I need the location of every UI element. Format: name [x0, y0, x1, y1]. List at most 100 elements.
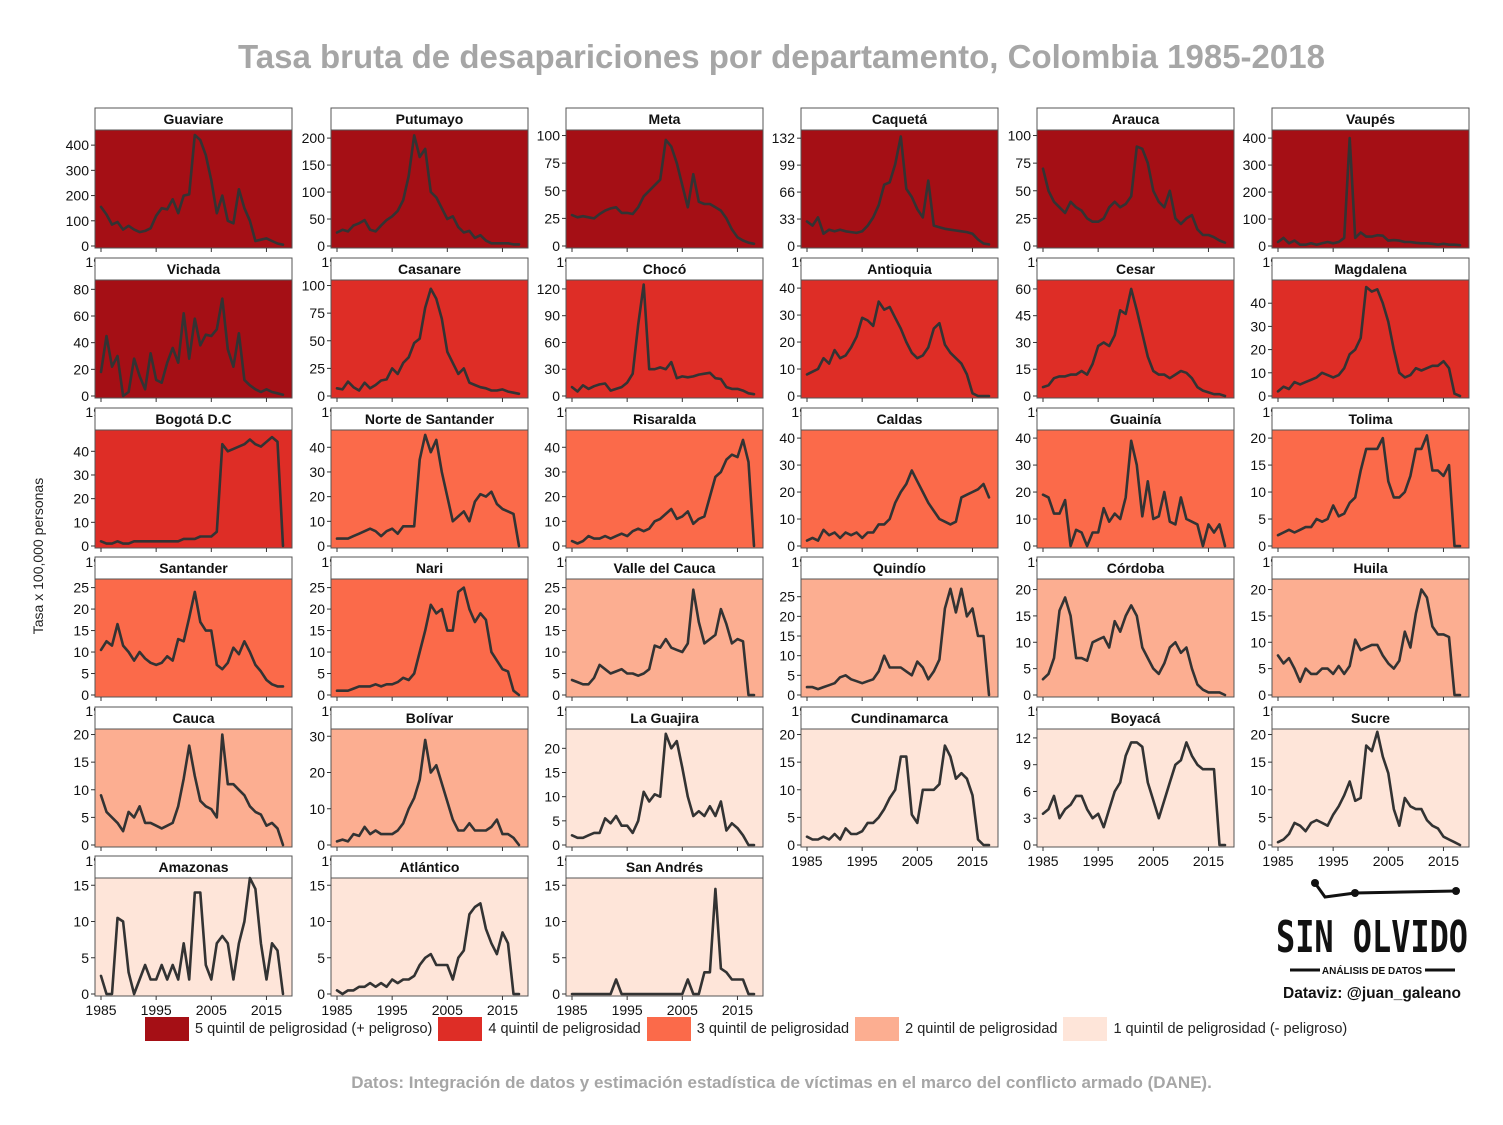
x-tick-label: 2015 [1193, 853, 1224, 869]
y-tick-label: 20 [309, 765, 325, 781]
y-tick-label: 0 [552, 687, 560, 703]
data-source: Datos: Integración de datos y estimación… [351, 1073, 1212, 1092]
panel-background [565, 429, 764, 549]
y-tick-label: 0 [1023, 687, 1031, 703]
panel-background [1271, 279, 1470, 399]
series-line [335, 287, 521, 396]
y-tick-label: 20 [1250, 582, 1266, 598]
y-tick-label: 5 [787, 809, 795, 825]
y-tick-label: 0 [1258, 238, 1266, 254]
y-tick-label: 10 [779, 648, 795, 664]
panel-title: Atlántico [400, 859, 460, 875]
series-line [570, 138, 756, 246]
y-tick-label: 20 [544, 489, 560, 505]
series-line [805, 469, 991, 542]
series-line [99, 435, 285, 548]
y-tick-label: 30 [73, 467, 89, 483]
y-tick-label: 50 [309, 211, 325, 227]
y-tick-label: 0 [552, 986, 560, 1002]
line-chart-icon [1311, 879, 1460, 899]
y-tick-label: 0 [317, 986, 325, 1002]
series-line [570, 588, 756, 697]
legend-swatch [1063, 1017, 1108, 1041]
series-line [1276, 730, 1462, 847]
y-tick-label: 30 [1015, 334, 1031, 350]
series-line [335, 586, 521, 697]
y-tick-label: 20 [1015, 582, 1031, 598]
y-tick-label: 5 [317, 666, 325, 682]
series-line [99, 297, 285, 398]
panel-meta: Meta02550751001985199520052015 [537, 107, 764, 270]
panel-background [330, 877, 529, 997]
series-line [335, 433, 521, 548]
y-tick-label: 5 [317, 950, 325, 966]
y-tick-label: 12 [1015, 730, 1031, 746]
panel-title: Cauca [172, 710, 214, 726]
y-tick-label: 40 [73, 335, 89, 351]
y-tick-label: 20 [1015, 484, 1031, 500]
legend-label: 2 quintil de peligrosidad [905, 1021, 1058, 1037]
y-tick-label: 10 [779, 361, 795, 377]
panel-putumayo: Putumayo0501001502001985199520052015 [302, 107, 529, 270]
legend-swatch [855, 1017, 900, 1041]
y-tick-label: 5 [552, 950, 560, 966]
logo-main-text: SIN OLVIDO [1276, 912, 1468, 963]
y-tick-label: 25 [309, 360, 325, 376]
y-tick-label: 0 [81, 986, 89, 1002]
y-tick-label: 5 [552, 813, 560, 829]
y-tick-label: 30 [544, 361, 560, 377]
y-tick-label: 10 [1015, 634, 1031, 650]
legend-item: 5 quintil de peligrosidad (+ peligroso) [145, 1017, 432, 1041]
panel-title: Sucre [1351, 710, 1390, 726]
panel-title: Tolima [1348, 411, 1392, 427]
panel-guain-a: Guainía0102030401985199520052015 [1015, 407, 1235, 570]
panel-cauca: Cauca051015201985199520052015 [73, 706, 293, 869]
panel-title: Antioquia [867, 261, 932, 277]
panel-bol-var: Bolívar01020301985199520052015 [309, 706, 529, 869]
panel-background [1036, 279, 1235, 399]
y-tick-label: 25 [544, 210, 560, 226]
y-tick-label: 10 [1250, 484, 1266, 500]
chart-title: Tasa bruta de desapariciones por departa… [238, 38, 1325, 75]
panel-background [1036, 728, 1235, 848]
y-tick-label: 0 [552, 538, 560, 554]
legend-swatch [145, 1017, 189, 1041]
y-tick-label: 40 [779, 430, 795, 446]
panel-caquet-: Caquetá03366991321985199520052015 [772, 107, 999, 270]
series-line [805, 300, 991, 398]
y-tick-label: 200 [66, 188, 90, 204]
y-tick-label: 25 [73, 580, 89, 596]
panel-background [330, 728, 529, 848]
y-tick-label: 0 [81, 238, 89, 254]
panel-background [800, 578, 999, 698]
y-tick-label: 20 [73, 727, 89, 743]
y-tick-label: 20 [544, 740, 560, 756]
x-tick-label: 1985 [791, 853, 822, 869]
series-line [1276, 285, 1462, 398]
x-tick-label: 2005 [1138, 853, 1169, 869]
series-line [1041, 596, 1227, 697]
x-tick-label: 2015 [1428, 853, 1459, 869]
y-tick-label: 5 [787, 667, 795, 683]
panel-norte-de-santander: Norte de Santander0102030401985199520052… [309, 407, 529, 570]
y-tick-label: 6 [1023, 783, 1031, 799]
y-tick-label: 0 [317, 687, 325, 703]
x-tick-label: 1995 [1083, 853, 1114, 869]
legend-swatch [438, 1017, 483, 1041]
panel-title: Norte de Santander [365, 411, 495, 427]
y-tick-label: 0 [787, 837, 795, 853]
series-line [1041, 287, 1227, 398]
series-line [335, 134, 521, 246]
y-tick-label: 132 [772, 130, 796, 146]
panel-title: Caquetá [872, 111, 927, 127]
legend-label: 4 quintil de peligrosidad [488, 1021, 641, 1037]
panel-title: Santander [159, 560, 228, 576]
panel-title: Cundinamarca [851, 710, 948, 726]
y-tick-label: 50 [1015, 183, 1031, 199]
y-tick-label: 15 [1250, 608, 1266, 624]
y-tick-label: 10 [1250, 365, 1266, 381]
y-tick-label: 400 [66, 137, 90, 153]
y-tick-label: 40 [1250, 295, 1266, 311]
legend-label: 5 quintil de peligrosidad (+ peligroso) [195, 1021, 433, 1037]
panel-background [94, 429, 293, 549]
